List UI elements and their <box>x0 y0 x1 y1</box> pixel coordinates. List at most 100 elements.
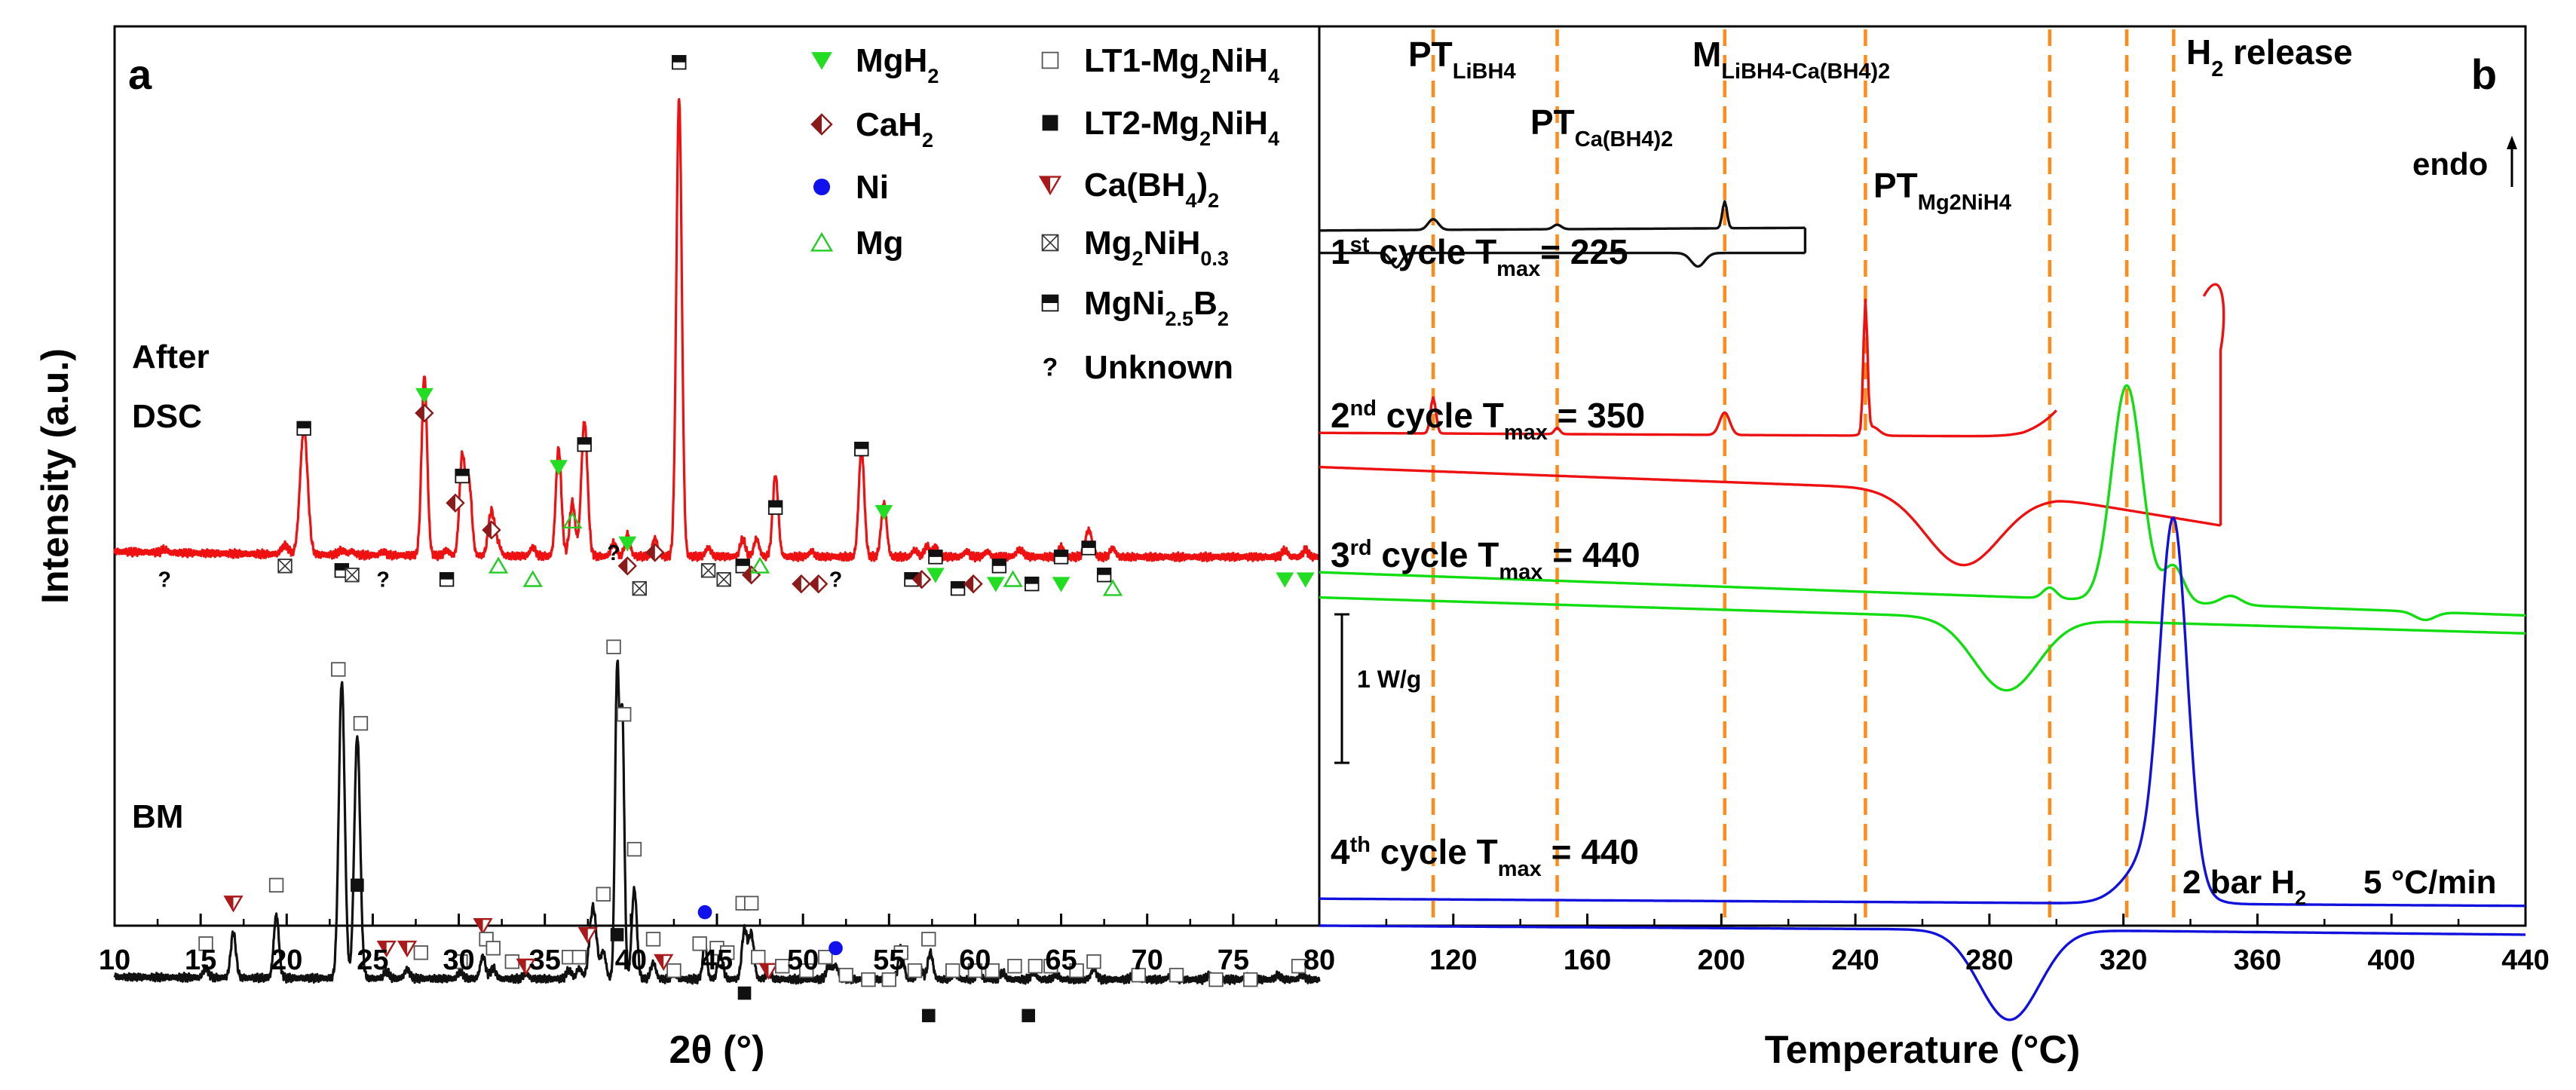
phase-marker-bm-4 <box>353 715 369 731</box>
phase-marker-after-dsc-17: ? <box>607 541 620 565</box>
phase-marker-bm-24-fill <box>655 954 664 969</box>
phase-marker-after-dsc-19-fill <box>619 557 628 574</box>
phase-marker-bm-3 <box>331 662 346 677</box>
dsc-curve-7 <box>1319 924 2525 1021</box>
phase-marker-after-dsc-1 <box>277 559 293 574</box>
phase-marker-bm-34 <box>758 963 779 980</box>
phase-marker-bm-42 <box>893 945 908 960</box>
phase-marker-after-dsc-27 <box>749 556 770 574</box>
phase-marker-bm-59 <box>1291 958 1306 974</box>
phase-marker-bm-35 <box>775 958 790 974</box>
legend-item-4-label: LT1-Mg2NiH4 <box>1084 42 1279 87</box>
phase-marker-after-dsc-6 <box>415 387 433 404</box>
phase-marker-bm-51 <box>1043 958 1058 974</box>
phase-marker-after-dsc-11 <box>482 520 501 540</box>
panel-b: PTLiBH4 PTCa(BH4)2 MLiBH4-Ca(BH4)2 PTMg2NiH… <box>1318 25 2550 1072</box>
phase-marker-after-dsc-45 <box>1052 577 1071 592</box>
phase-marker-bm-33-shape <box>751 950 766 965</box>
phase-marker-after-dsc-20-fill <box>646 543 655 561</box>
phase-marker-bm-9 <box>453 954 468 969</box>
phase-marker-bm-26-shape <box>697 905 712 920</box>
cycle-label-2: 2nd cycle Tmax = 350 <box>1331 396 1645 445</box>
phase-marker-after-dsc-44-fill <box>1054 550 1068 557</box>
phase-marker-after-dsc-47 <box>1096 568 1112 583</box>
phase-marker-bm-46-shape <box>945 963 960 978</box>
legend-item-0-label: MgH2 <box>856 42 939 87</box>
x-axis-label-a: 2θ (°) <box>669 1028 765 1072</box>
phase-marker-bm-21 <box>626 841 642 857</box>
annotation-conditions-rate: 5 °C/min <box>2363 864 2497 901</box>
phase-marker-bm-29 <box>719 945 735 960</box>
annotation-pt-mg2nih4: PTMg2NiH4 <box>1873 166 2011 215</box>
phase-marker-after-dsc-40-shape <box>986 577 1005 592</box>
phase-marker-after-dsc-7 <box>415 403 434 423</box>
phase-marker-after-dsc-32 <box>854 442 869 457</box>
phase-marker-after-dsc-2 <box>296 421 311 436</box>
phase-marker-bm-43 <box>907 963 923 978</box>
phase-marker-after-dsc-32-fill <box>854 442 868 449</box>
phase-marker-after-dsc-42-shape <box>1003 570 1023 587</box>
series-line-after-dsc <box>113 98 1321 563</box>
phase-marker-bm-7 <box>397 940 418 958</box>
dsc-curve-1 <box>1319 251 1806 269</box>
x-tick-label-b-7: 400 <box>2368 945 2415 976</box>
phase-marker-bm-39-shape <box>838 967 853 983</box>
legend-item-3-marker <box>810 231 834 252</box>
annotation-endo: endo <box>2412 146 2488 182</box>
phase-marker-bm-4-shape <box>353 715 369 731</box>
phase-marker-after-dsc-30 <box>808 574 829 594</box>
phase-marker-after-dsc-35 <box>911 569 932 589</box>
phase-marker-after-dsc-16-fill <box>577 437 592 445</box>
phase-marker-bm-37-shape <box>818 950 833 965</box>
phase-marker-bm-58-shape <box>1242 972 1258 987</box>
phase-marker-bm-0 <box>198 936 213 951</box>
phase-marker-bm-13 <box>504 954 520 969</box>
x-tick-label-a-5: 35 <box>529 945 561 976</box>
phase-marker-after-dsc-10-fill <box>447 494 456 512</box>
phase-marker-after-dsc-12-shape <box>488 556 509 574</box>
phase-marker-after-dsc-41 <box>991 559 1007 574</box>
phase-marker-bm-10 <box>473 917 493 935</box>
phase-marker-bm-44-shape <box>921 932 936 947</box>
x-tick-label-a-7: 45 <box>701 945 733 976</box>
phase-marker-bm-17-fill <box>579 928 588 942</box>
legend-item-5-marker <box>1042 115 1058 131</box>
phase-marker-bm-25 <box>666 963 682 978</box>
phase-marker-bm-6 <box>376 940 397 958</box>
phase-marker-bm-16-shape <box>571 950 587 965</box>
legend-item-0-marker <box>811 52 832 70</box>
phase-marker-after-dsc-49-shape <box>1276 572 1294 588</box>
phase-marker-after-dsc-50 <box>1296 572 1315 588</box>
phase-marker-after-dsc-4-cross <box>345 568 360 583</box>
phase-marker-bm-56-shape <box>1169 967 1184 983</box>
phase-marker-after-dsc-13-shape <box>522 570 543 587</box>
phase-marker-after-dsc-9 <box>455 468 470 484</box>
x-tick-label-b-3: 240 <box>1831 945 1879 976</box>
phase-marker-after-dsc-22-cross <box>701 563 715 578</box>
phase-marker-bm-42-shape <box>893 945 908 960</box>
phase-marker-bm-38-shape <box>829 941 843 956</box>
phase-marker-bm-37 <box>818 950 833 965</box>
phase-marker-bm-34-fill <box>760 963 769 978</box>
phase-marker-after-dsc-45-shape <box>1052 577 1071 592</box>
phase-marker-bm-43-shape <box>907 963 923 978</box>
phase-marker-after-dsc-1-cross <box>277 559 293 574</box>
legend-item-7-marker-cross <box>1042 234 1058 251</box>
legend-item-1-marker <box>810 113 833 136</box>
x-tick-label-a-4: 30 <box>443 945 474 976</box>
phase-marker-after-dsc-22 <box>700 563 716 578</box>
phase-marker-after-dsc-31: ? <box>829 568 842 592</box>
x-tick-label-a-13: 75 <box>1218 945 1249 976</box>
phase-marker-bm-6-fill <box>378 942 387 956</box>
phase-marker-after-dsc-18 <box>618 536 637 552</box>
legend-item-3-label: Mg <box>856 225 904 262</box>
phase-marker-bm-38 <box>829 941 843 956</box>
phase-marker-bm-57-shape <box>1208 972 1224 987</box>
phase-marker-after-dsc-21 <box>672 55 687 70</box>
x-tick-label-b-4: 280 <box>1965 945 2013 976</box>
phase-marker-bm-40-shape <box>861 972 876 987</box>
phase-marker-bm-35-shape <box>775 958 790 974</box>
phase-marker-bm-40 <box>861 972 876 987</box>
phase-marker-after-dsc-38-fill <box>951 581 965 589</box>
